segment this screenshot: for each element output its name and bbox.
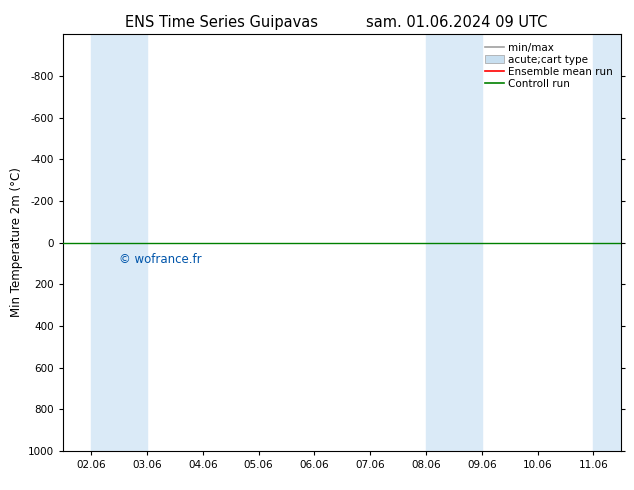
Y-axis label: Min Temperature 2m (°C): Min Temperature 2m (°C) xyxy=(10,168,23,318)
Bar xyxy=(91,34,147,451)
Legend: min/max, acute;cart type, Ensemble mean run, Controll run: min/max, acute;cart type, Ensemble mean … xyxy=(482,40,616,92)
Text: sam. 01.06.2024 09 UTC: sam. 01.06.2024 09 UTC xyxy=(366,15,547,30)
Bar xyxy=(426,34,482,451)
Text: ENS Time Series Guipavas: ENS Time Series Guipavas xyxy=(126,15,318,30)
Bar xyxy=(593,34,634,451)
Text: © wofrance.fr: © wofrance.fr xyxy=(119,253,202,266)
